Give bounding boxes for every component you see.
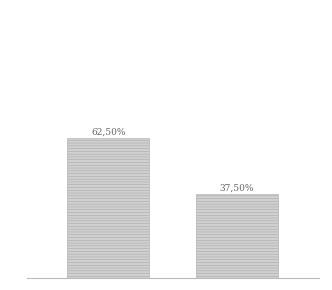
Text: 37,50%: 37,50% xyxy=(220,184,254,193)
Bar xyxy=(196,194,278,278)
Text: 62,50%: 62,50% xyxy=(91,127,125,136)
Bar xyxy=(67,138,149,278)
